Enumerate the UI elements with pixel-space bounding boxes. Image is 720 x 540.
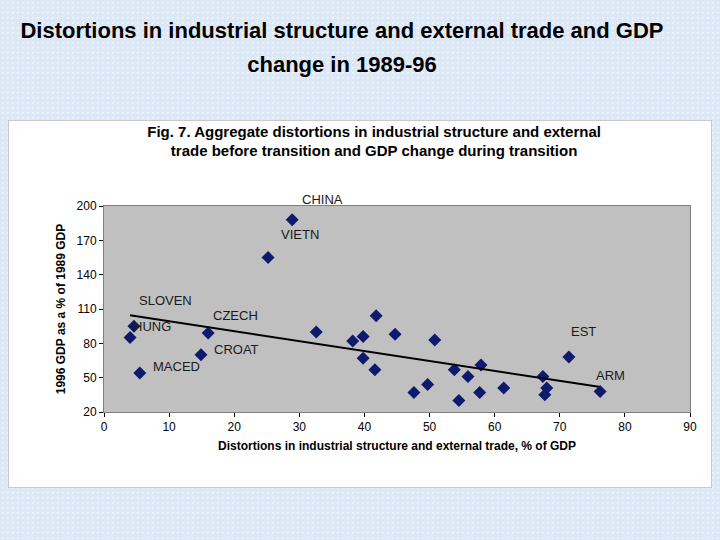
svg-text:80: 80 [83,337,97,351]
svg-text:110: 110 [77,302,96,316]
svg-text:90: 90 [683,420,697,434]
svg-text:60: 60 [488,420,502,434]
svg-text:170: 170 [77,234,97,248]
svg-text:50: 50 [423,420,437,434]
svg-text:HUNG: HUNG [133,319,171,334]
svg-text:30: 30 [293,420,307,434]
svg-text:70: 70 [553,420,567,434]
svg-text:80: 80 [618,420,632,434]
svg-text:200: 200 [77,199,97,213]
svg-text:CZECH: CZECH [213,308,258,323]
html-text:Distortions in industrial stru: Distortions in industrial structure and … [20,18,664,77]
svg-text:1996 GDP as a % of 1989 GDP: 1996 GDP as a % of 1989 GDP [54,224,68,395]
svg-text:VIETN: VIETN [281,227,319,242]
svg-text:SLOVEN: SLOVEN [139,293,192,308]
svg-text:20: 20 [83,405,97,419]
svg-text:CHINA: CHINA [302,192,343,207]
svg-text:10: 10 [162,420,176,434]
svg-text:CROAT: CROAT [214,342,259,357]
svg-text:Distortions in industrial stru: Distortions in industrial structure and … [218,439,576,453]
svg-text:0: 0 [101,420,108,434]
svg-text:EST: EST [571,324,596,339]
svg-text:ARM: ARM [596,368,625,383]
svg-text:20: 20 [228,420,242,434]
svg-text:50: 50 [83,371,97,385]
svg-text:40: 40 [358,420,372,434]
svg-text:Fig. 7. Aggregate distortions: Fig. 7. Aggregate distortions in industr… [147,123,601,160]
svg-text:140: 140 [77,268,97,282]
svg-text:MACED: MACED [153,359,200,374]
